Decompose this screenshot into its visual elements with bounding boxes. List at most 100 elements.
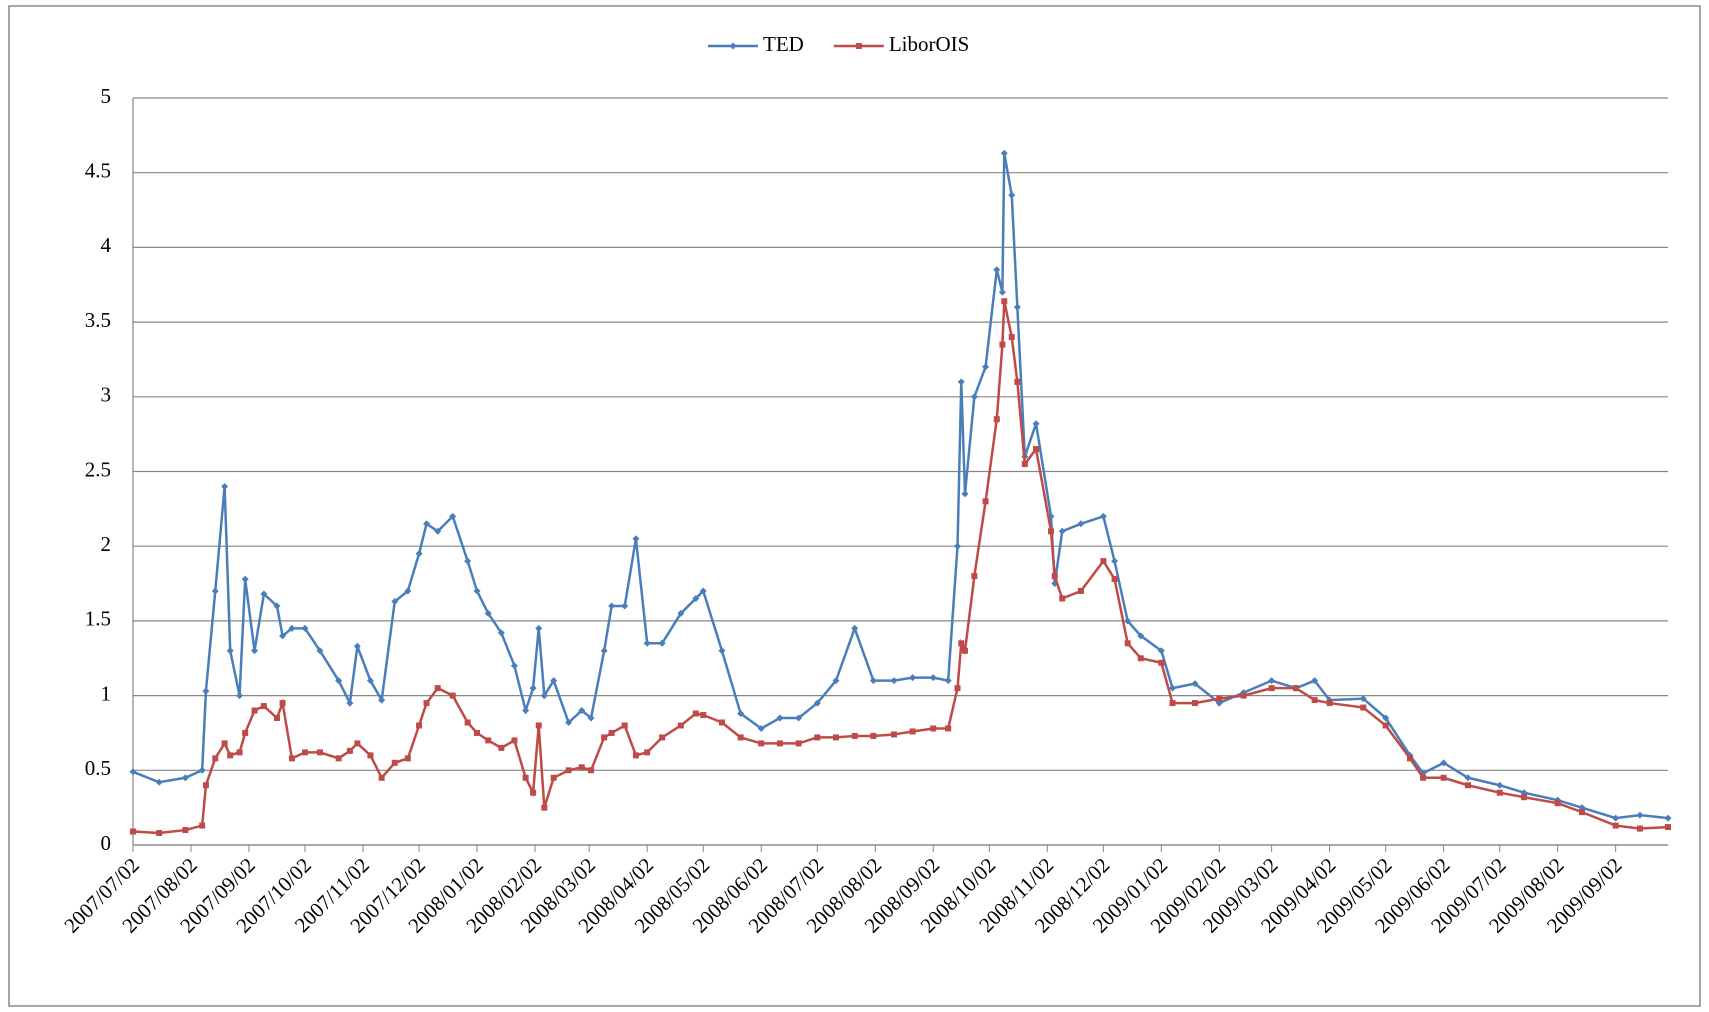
point: [1111, 557, 1119, 565]
point: [1359, 695, 1367, 703]
point: [958, 640, 965, 647]
point: [1100, 558, 1107, 565]
point: [464, 557, 472, 565]
point: [1033, 446, 1040, 453]
point: [279, 632, 287, 640]
point: [279, 700, 286, 707]
point: [930, 725, 937, 732]
point: [130, 828, 136, 835]
point: [199, 822, 206, 829]
point: [1406, 755, 1413, 762]
point: [251, 707, 258, 714]
point: [211, 587, 219, 595]
point: [260, 703, 267, 710]
point: [535, 624, 543, 632]
point: [993, 266, 1001, 274]
point: [565, 718, 573, 726]
point: [814, 734, 821, 741]
point: [1636, 811, 1644, 819]
point: [202, 687, 210, 695]
point: [1612, 822, 1619, 829]
point: [1048, 528, 1055, 535]
point: [993, 416, 1000, 423]
point: [335, 677, 343, 685]
point: [644, 749, 651, 756]
point: [1268, 685, 1275, 692]
point: [1665, 824, 1671, 831]
point: [1554, 800, 1561, 807]
y-tick-label: 2: [101, 532, 112, 556]
point: [1137, 632, 1145, 640]
point: [1013, 303, 1021, 311]
point: [182, 827, 189, 834]
point: [273, 715, 280, 722]
point: [1440, 759, 1448, 767]
point: [909, 728, 916, 735]
point: [954, 685, 961, 692]
point: [1268, 677, 1276, 685]
point: [1157, 647, 1165, 655]
point: [1111, 576, 1118, 583]
point: [1360, 704, 1367, 711]
point: [1008, 334, 1015, 341]
y-tick-label: 1.5: [85, 607, 111, 631]
point: [316, 749, 323, 756]
y-tick-label: 4: [101, 233, 112, 257]
point: [522, 707, 530, 715]
point: [1014, 378, 1021, 385]
point: [588, 767, 595, 774]
point: [302, 749, 309, 756]
point: [700, 712, 707, 719]
point: [758, 740, 765, 747]
point: [999, 341, 1006, 348]
point: [621, 602, 629, 610]
point: [129, 768, 137, 776]
y-tick-label: 0.5: [85, 756, 111, 780]
point: [156, 830, 163, 837]
point: [699, 587, 707, 595]
point: [1051, 573, 1058, 580]
point: [832, 734, 839, 741]
point: [530, 789, 537, 796]
point: [449, 692, 456, 699]
point: [971, 573, 978, 580]
point: [550, 774, 557, 781]
point: [522, 774, 529, 781]
point: [632, 535, 640, 543]
y-tick-label: 2.5: [85, 457, 111, 481]
point: [378, 774, 385, 781]
chart-border: [8, 5, 1701, 1007]
point: [510, 662, 518, 670]
y-tick-label: 5: [101, 84, 112, 108]
point: [1169, 700, 1176, 707]
point: [1124, 640, 1131, 647]
point: [221, 740, 228, 747]
point: [578, 764, 585, 771]
legend-label: TED: [763, 32, 804, 56]
point: [1420, 774, 1427, 781]
point: [1191, 680, 1199, 688]
point: [1008, 191, 1016, 199]
point: [464, 719, 471, 726]
point: [226, 647, 234, 655]
point: [643, 639, 651, 647]
point: [945, 725, 952, 732]
point: [242, 729, 249, 736]
point: [415, 550, 423, 558]
point: [692, 594, 700, 602]
point: [1001, 298, 1008, 305]
point: [909, 674, 917, 682]
point: [288, 755, 295, 762]
y-tick-label: 3.5: [85, 308, 111, 332]
point: [970, 393, 978, 401]
point: [316, 647, 324, 655]
point: [529, 684, 537, 692]
point: [1158, 659, 1165, 666]
point: [608, 729, 615, 736]
point: [1292, 685, 1299, 692]
point: [982, 498, 989, 505]
point: [1311, 677, 1319, 685]
point: [621, 722, 628, 729]
point: [535, 722, 542, 729]
